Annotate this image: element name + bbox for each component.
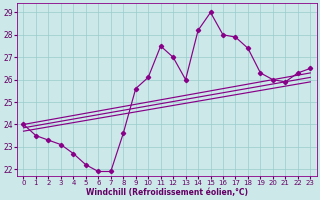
X-axis label: Windchill (Refroidissement éolien,°C): Windchill (Refroidissement éolien,°C) bbox=[86, 188, 248, 197]
